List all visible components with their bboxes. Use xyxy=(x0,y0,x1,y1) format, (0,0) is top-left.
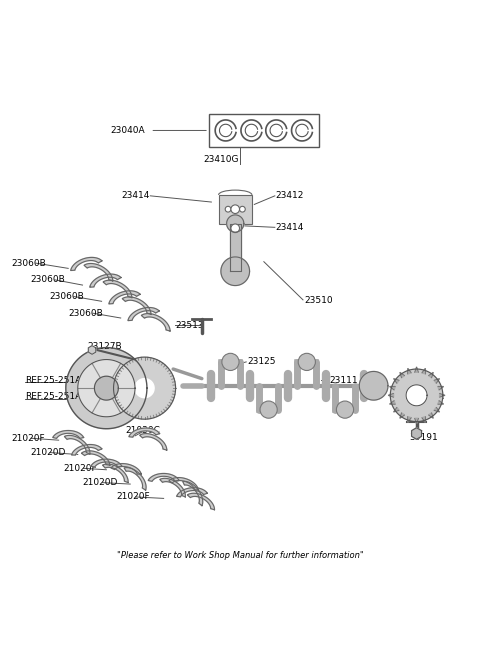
Text: REF.25-251A: REF.25-251A xyxy=(25,376,82,384)
Polygon shape xyxy=(135,378,154,397)
Text: 23060B: 23060B xyxy=(49,292,84,301)
Polygon shape xyxy=(390,386,395,390)
Text: 23412: 23412 xyxy=(276,191,304,200)
Polygon shape xyxy=(400,373,405,378)
Polygon shape xyxy=(422,369,425,374)
Polygon shape xyxy=(408,369,411,374)
Polygon shape xyxy=(400,413,405,419)
Polygon shape xyxy=(429,373,433,378)
Polygon shape xyxy=(129,428,159,437)
Polygon shape xyxy=(434,378,440,383)
Polygon shape xyxy=(53,430,84,438)
Text: REF.25-251A: REF.25-251A xyxy=(25,392,82,401)
Polygon shape xyxy=(103,464,128,482)
Polygon shape xyxy=(160,478,185,497)
Polygon shape xyxy=(438,386,444,390)
Polygon shape xyxy=(422,417,425,422)
Text: 23060B: 23060B xyxy=(30,275,65,284)
Polygon shape xyxy=(148,474,179,482)
Polygon shape xyxy=(183,482,203,506)
Text: 23060B: 23060B xyxy=(11,259,46,267)
Text: 23414: 23414 xyxy=(276,223,304,232)
Polygon shape xyxy=(103,280,132,298)
Polygon shape xyxy=(177,487,207,497)
Polygon shape xyxy=(390,401,395,404)
Polygon shape xyxy=(88,346,96,354)
Polygon shape xyxy=(140,434,167,450)
Polygon shape xyxy=(91,459,122,467)
Polygon shape xyxy=(429,413,433,419)
Text: 21030C: 21030C xyxy=(125,426,160,435)
Polygon shape xyxy=(114,357,176,419)
Text: 23127B: 23127B xyxy=(87,342,122,351)
Circle shape xyxy=(260,401,277,419)
Polygon shape xyxy=(66,348,147,429)
Polygon shape xyxy=(406,385,427,406)
Polygon shape xyxy=(227,215,244,232)
Polygon shape xyxy=(84,263,113,281)
Text: 23111: 23111 xyxy=(330,376,359,384)
Circle shape xyxy=(222,353,239,371)
Text: 23125: 23125 xyxy=(247,357,276,367)
Circle shape xyxy=(225,206,231,212)
Text: 21020D: 21020D xyxy=(30,448,65,457)
Polygon shape xyxy=(440,394,445,397)
Circle shape xyxy=(336,401,354,419)
Polygon shape xyxy=(187,493,215,510)
Polygon shape xyxy=(394,407,399,412)
Circle shape xyxy=(298,353,315,371)
Text: 23410G: 23410G xyxy=(203,155,239,164)
Polygon shape xyxy=(388,394,394,397)
Polygon shape xyxy=(169,478,198,490)
Polygon shape xyxy=(412,428,421,440)
Bar xyxy=(218,195,252,223)
Polygon shape xyxy=(95,376,118,400)
Polygon shape xyxy=(124,468,146,490)
Polygon shape xyxy=(128,307,159,321)
Polygon shape xyxy=(64,436,90,454)
Text: 23414: 23414 xyxy=(121,191,149,200)
Polygon shape xyxy=(122,297,151,314)
Polygon shape xyxy=(360,371,388,400)
Text: 23510: 23510 xyxy=(304,296,333,306)
Text: 23040A: 23040A xyxy=(110,126,144,135)
Polygon shape xyxy=(229,223,241,271)
Text: 21020D: 21020D xyxy=(83,478,118,487)
Circle shape xyxy=(231,224,240,233)
Polygon shape xyxy=(111,464,141,474)
Polygon shape xyxy=(71,258,102,271)
Text: 21020F: 21020F xyxy=(116,493,150,501)
Circle shape xyxy=(231,205,240,214)
Polygon shape xyxy=(221,257,250,286)
Polygon shape xyxy=(438,401,444,404)
Text: 23513: 23513 xyxy=(176,321,204,330)
Polygon shape xyxy=(394,378,399,383)
Polygon shape xyxy=(109,291,140,304)
Polygon shape xyxy=(72,445,102,455)
Polygon shape xyxy=(415,419,419,424)
Text: 39191: 39191 xyxy=(409,433,438,442)
Text: 21020F: 21020F xyxy=(63,464,97,473)
Polygon shape xyxy=(78,359,135,417)
Text: 21020F: 21020F xyxy=(11,434,45,443)
Polygon shape xyxy=(415,367,419,373)
Text: "Please refer to Work Shop Manual for further information": "Please refer to Work Shop Manual for fu… xyxy=(117,551,363,560)
Circle shape xyxy=(240,206,245,212)
Text: 39190A: 39190A xyxy=(409,392,444,401)
Polygon shape xyxy=(390,369,443,422)
Polygon shape xyxy=(82,451,110,465)
Polygon shape xyxy=(408,417,411,422)
FancyBboxPatch shape xyxy=(209,114,319,147)
Polygon shape xyxy=(90,274,121,287)
Text: 23060B: 23060B xyxy=(68,309,103,318)
Polygon shape xyxy=(434,407,440,412)
Polygon shape xyxy=(141,313,170,331)
